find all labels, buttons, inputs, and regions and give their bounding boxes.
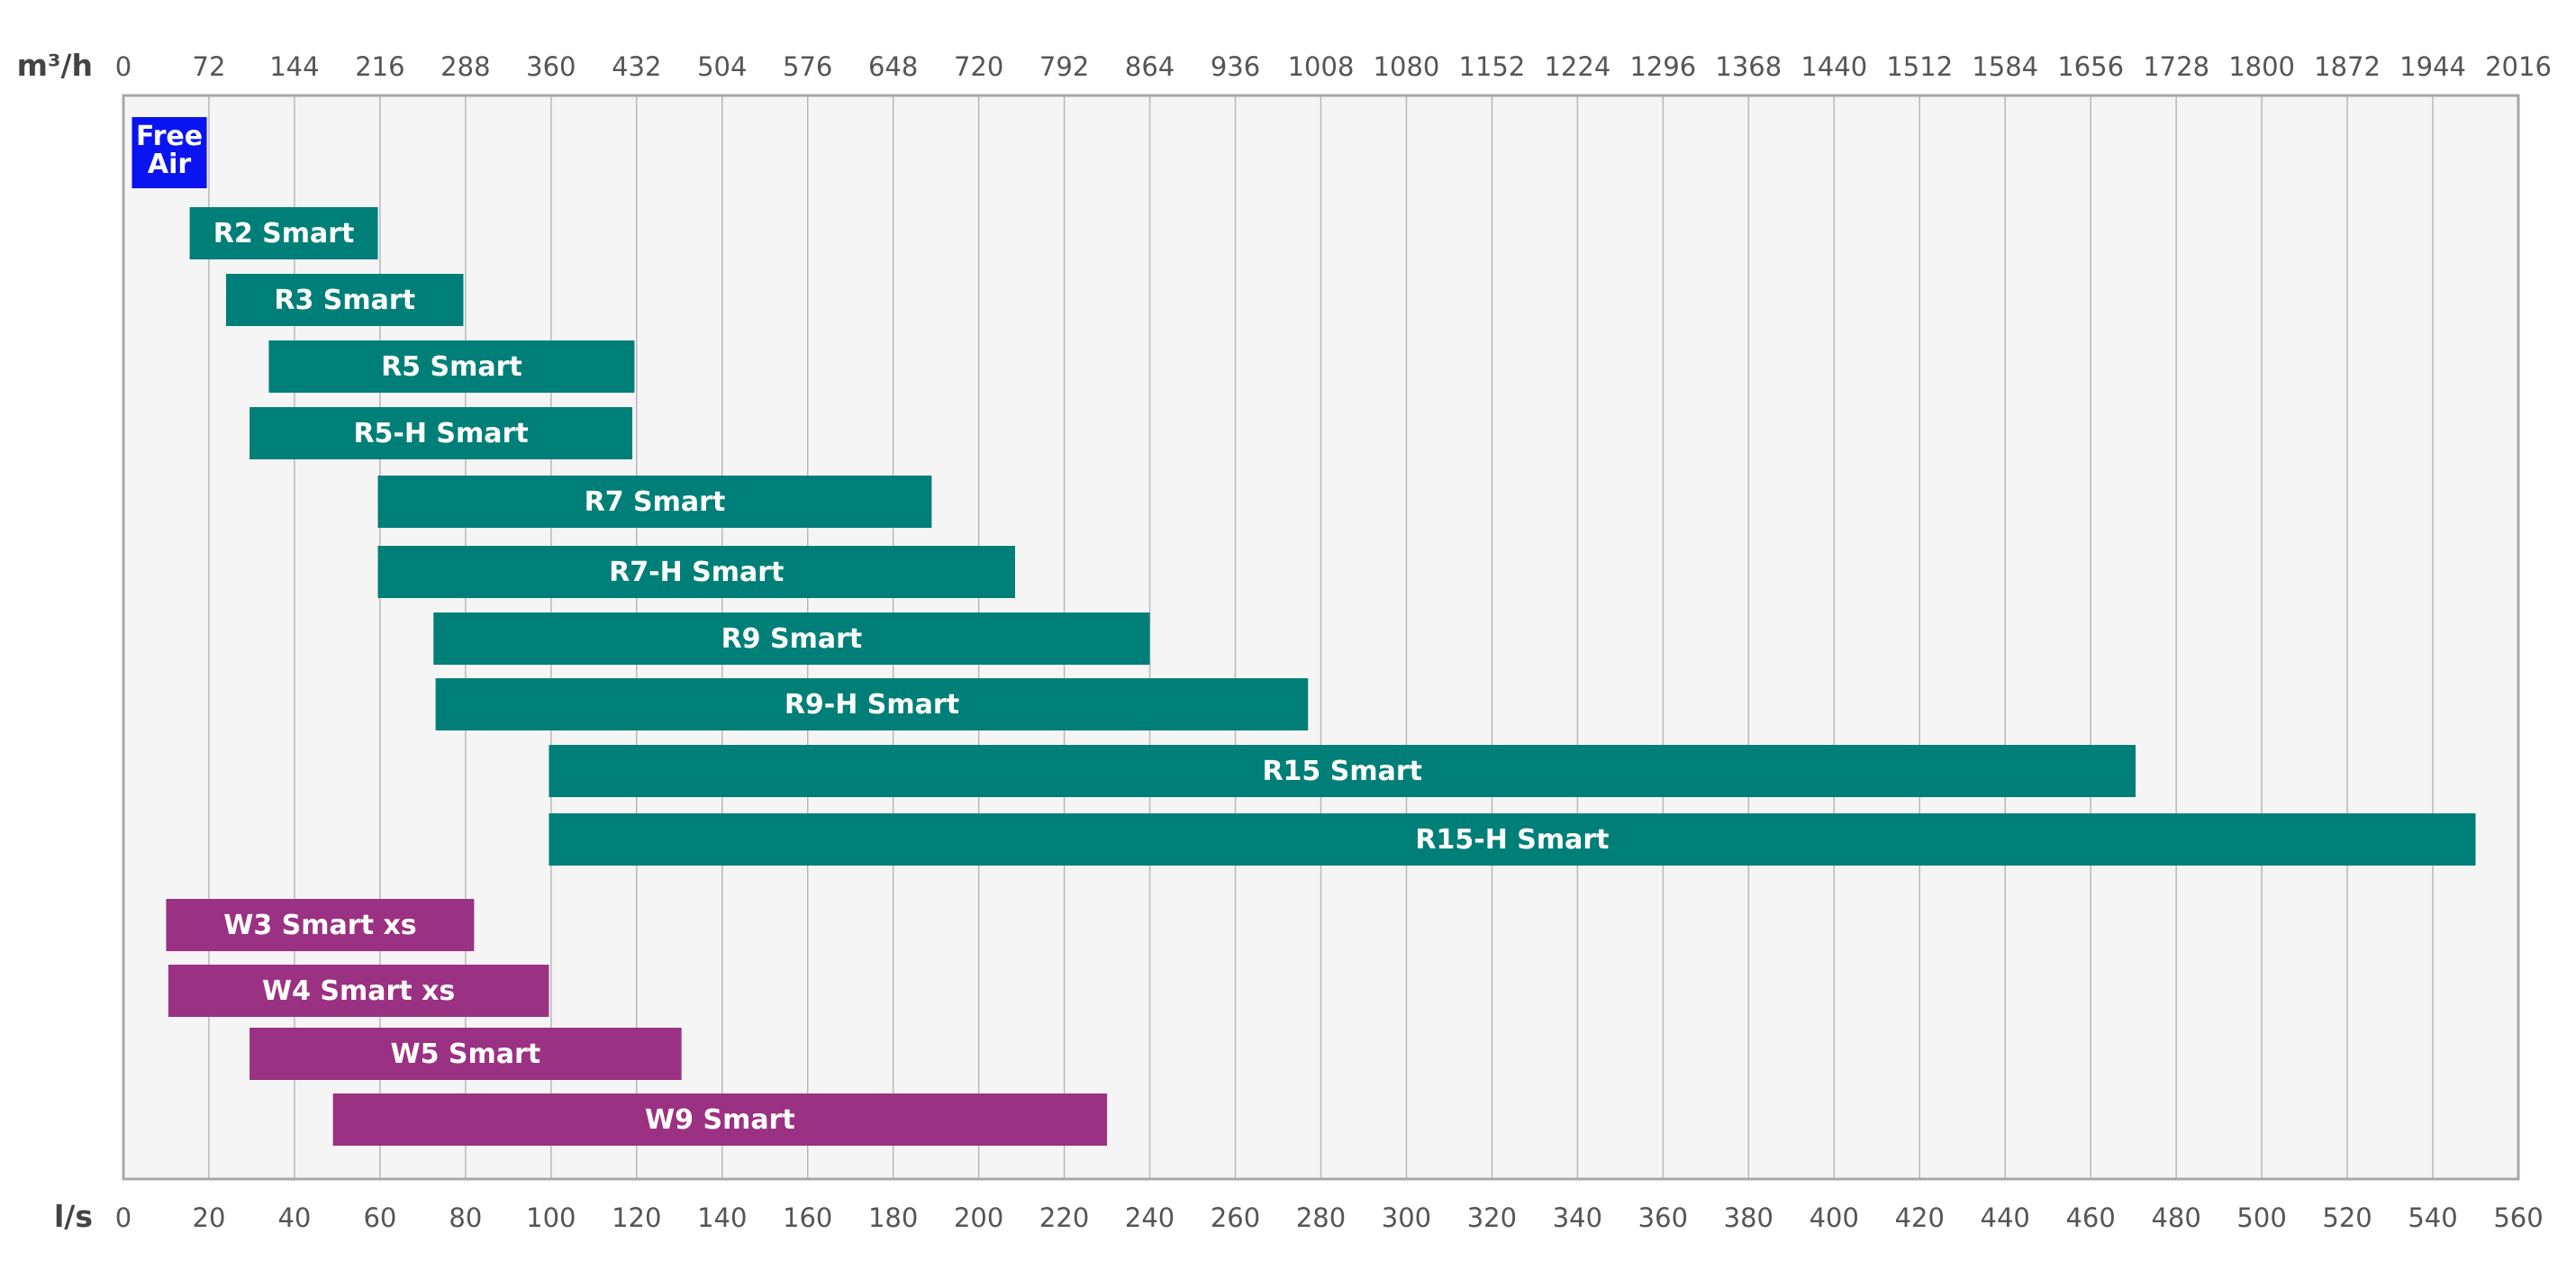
bottom-tick-label: 280 [1296,1202,1346,1233]
bottom-tick-label: 80 [449,1202,482,1233]
bottom-tick-label: 360 [1638,1202,1688,1233]
bar-label: W5 Smart [391,1039,541,1070]
top-tick-label: 1584 [1972,51,2038,82]
bar-label: R3 Smart [274,285,415,316]
top-tick-label: 360 [526,51,576,82]
top-tick-label: 1512 [1886,51,1953,82]
bar-w3-smart-xs [166,899,475,951]
bottom-tick-label: 180 [868,1202,918,1233]
bar-r7-smart [377,476,932,528]
bottom-tick-label: 60 [363,1202,396,1233]
bottom-tick-label: 260 [1211,1202,1260,1233]
bottom-tick-label: 540 [2408,1202,2457,1233]
top-tick-label: 504 [697,51,747,82]
top-tick-label: 1152 [1459,51,1526,82]
bar-w5-smart [249,1028,682,1080]
bottom-tick-label: 340 [1553,1202,1602,1233]
top-tick-label: 864 [1125,51,1175,82]
bar-label: R2 Smart [213,218,355,249]
top-tick-label: 288 [440,51,490,82]
bottom-tick-label: 100 [526,1202,576,1233]
bottom-tick-label: 120 [612,1202,661,1233]
bottom-axis: l/s 0 20 40 60 80 100 120 140 160 180 200 220 240 260… [54,1199,2544,1234]
top-tick-label: 1296 [1629,51,1696,82]
bottom-tick-label: 440 [1981,1202,2030,1233]
bottom-tick-label: 240 [1125,1202,1175,1233]
bar-r2-smart [189,207,378,259]
bar-r5-smart [268,340,635,393]
bar-label: R9-H Smart [785,689,959,721]
bottom-tick-label: 520 [2322,1202,2372,1233]
bar-label: R7 Smart [585,486,726,518]
top-tick-label: 2016 [2485,51,2552,82]
top-tick-label: 720 [954,51,1003,82]
top-tick-label: 1800 [2228,51,2295,82]
top-tick-label: 1944 [2399,51,2466,82]
bottom-tick-label: 140 [697,1202,747,1233]
bottom-tick-label: 480 [2151,1202,2200,1233]
bar-r7-h-smart [377,546,1016,598]
bar-w9-smart [332,1093,1108,1146]
bottom-tick-label: 460 [2065,1202,2115,1233]
top-tick-label: 792 [1039,51,1089,82]
bar-label: R15 Smart [1262,756,1422,787]
bar-label: W3 Smart xs [223,910,416,941]
bottom-tick-label: 20 [193,1202,226,1233]
bar-r5-h-smart [249,407,633,459]
bar-label: R9 Smart [721,623,863,655]
bar-label: R15-H Smart [1415,824,1609,856]
bar-r9-h-smart [435,678,1309,730]
top-tick-label: 1224 [1544,51,1610,82]
bottom-tick-label: 320 [1467,1202,1517,1233]
bar-label: R5-H Smart [353,418,528,449]
bottom-tick-label: 400 [1810,1202,1859,1233]
top-axis-unit: m³/h [17,48,93,83]
bottom-tick-label: 0 [115,1202,132,1233]
bar-free-air [132,117,207,188]
top-axis: m³/h 0 72 144 216 288 360 432 504 576 648 720 792 86… [17,48,2552,83]
top-tick-label: 576 [783,51,832,82]
top-tick-label: 1872 [2314,51,2381,82]
top-tick-label: 216 [355,51,404,82]
bottom-tick-label: 40 [277,1202,311,1233]
bottom-tick-label: 380 [1724,1202,1773,1233]
top-tick-label: 1656 [2057,51,2124,82]
top-tick-label: 432 [612,51,661,82]
bar-r15-h-smart [549,813,2476,866]
bar-r3-smart [225,274,464,326]
bottom-tick-label: 200 [954,1202,1003,1233]
top-tick-label: 648 [868,51,918,82]
bottom-tick-label: 420 [1895,1202,1945,1233]
top-tick-label: 936 [1211,51,1260,82]
plot-frame [122,94,2520,1181]
bar-r9-smart [433,612,1150,665]
top-tick-label: 0 [115,51,132,82]
bottom-tick-label: 220 [1039,1202,1089,1233]
top-tick-label: 1368 [1715,51,1782,82]
bottom-tick-label: 500 [2236,1202,2286,1233]
bottom-tick-label: 300 [1382,1202,1431,1233]
top-tick-label: 1728 [2143,51,2209,82]
bottom-tick-label: 560 [2493,1202,2543,1233]
top-tick-label: 144 [269,51,319,82]
bar-label: Free [136,121,203,152]
top-tick-label: 1080 [1374,51,1440,82]
bar-label: R5 Smart [381,351,522,383]
bar-r15-smart [549,745,2136,797]
bar-label: R7-H Smart [609,557,784,588]
bottom-tick-label: 160 [783,1202,832,1233]
top-tick-label: 1008 [1288,51,1355,82]
bar-label: Air [148,149,192,180]
bar-w4-smart-xs [168,965,549,1017]
bottom-axis-unit: l/s [54,1199,93,1234]
bar-label: W9 Smart [645,1104,795,1136]
top-tick-label: 72 [193,51,226,82]
bar-label: W4 Smart xs [262,975,455,1007]
top-tick-label: 1440 [1800,51,1867,82]
